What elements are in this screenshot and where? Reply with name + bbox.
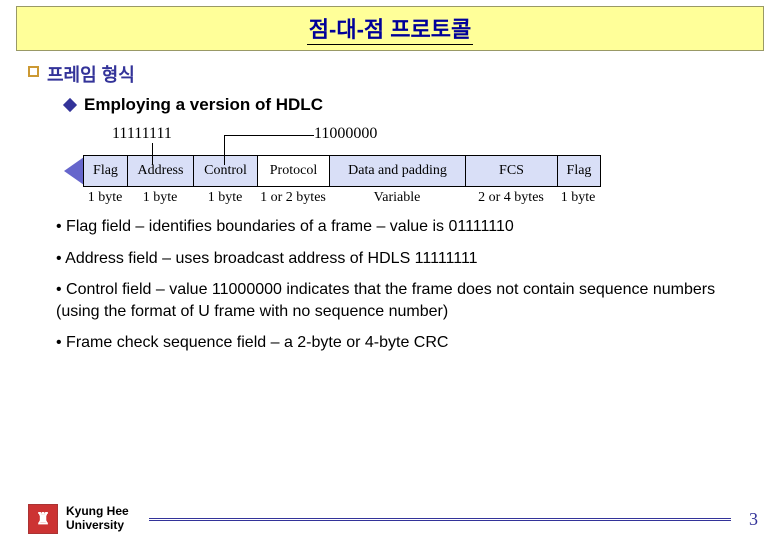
- field-flag-right: Flag: [558, 156, 600, 186]
- size-protocol: 1 or 2 bytes: [257, 187, 329, 206]
- sizes-row: 1 byte 1 byte 1 byte 1 or 2 bytes Variab…: [83, 187, 752, 206]
- arrow-left-icon: [64, 157, 84, 185]
- frame-figure: 11111111 11000000 Flag Address Control P…: [64, 125, 752, 206]
- footer-line2: University: [66, 519, 129, 533]
- size-address: 1 byte: [127, 187, 193, 206]
- content: 프레임 형식 Employing a version of HDLC 11111…: [0, 51, 780, 354]
- size-fcs: 2 or 4 bytes: [465, 187, 557, 206]
- callout-elbow: [224, 135, 314, 136]
- paragraph: • Control field – value 11000000 indicat…: [56, 279, 752, 322]
- footer-divider: [149, 518, 731, 521]
- field-data: Data and padding: [330, 156, 466, 186]
- field-fcs: FCS: [466, 156, 558, 186]
- size-flag-left: 1 byte: [83, 187, 127, 206]
- field-flag-left: Flag: [84, 156, 128, 186]
- university-logo-icon: ♜: [28, 504, 58, 534]
- page-number: 3: [749, 509, 758, 530]
- bullet1-text: 프레임 형식: [47, 61, 135, 87]
- footer-line1: Kyung Hee: [66, 505, 129, 519]
- paragraph: • Frame check sequence field – a 2-byte …: [56, 332, 752, 354]
- frame-fields-row: Flag Address Control Protocol Data and p…: [64, 155, 752, 187]
- size-data: Variable: [329, 187, 465, 206]
- callout-control-value: 11000000: [314, 125, 377, 143]
- square-bullet-icon: [28, 66, 39, 77]
- fields-wrap: Flag Address Control Protocol Data and p…: [83, 155, 601, 187]
- paragraph: • Address field – uses broadcast address…: [56, 248, 752, 270]
- diamond-bullet-icon: [64, 99, 76, 111]
- bullet2-text: Employing a version of HDLC: [84, 95, 323, 115]
- size-flag-right: 1 byte: [557, 187, 599, 206]
- field-control: Control: [194, 156, 258, 186]
- callout-address-value: 11111111: [112, 125, 172, 143]
- callout-line: [152, 143, 153, 165]
- field-address: Address: [128, 156, 194, 186]
- field-protocol: Protocol: [258, 156, 330, 186]
- bullet-level-1: 프레임 형식: [28, 61, 752, 87]
- callout-line: [224, 135, 225, 165]
- slide-title: 점-대-점 프로토콜: [307, 12, 473, 45]
- size-control: 1 byte: [193, 187, 257, 206]
- title-bar: 점-대-점 프로토콜: [16, 6, 764, 51]
- paragraph: • Flag field – identifies boundaries of …: [56, 216, 752, 238]
- footer-text: Kyung Hee University: [66, 505, 129, 533]
- slide: 점-대-점 프로토콜 프레임 형식 Employing a version of…: [0, 6, 780, 546]
- figure-callouts: 11111111 11000000: [64, 125, 752, 155]
- footer: ♜ Kyung Hee University 3: [28, 504, 758, 534]
- bullet-level-2: Employing a version of HDLC: [64, 95, 752, 115]
